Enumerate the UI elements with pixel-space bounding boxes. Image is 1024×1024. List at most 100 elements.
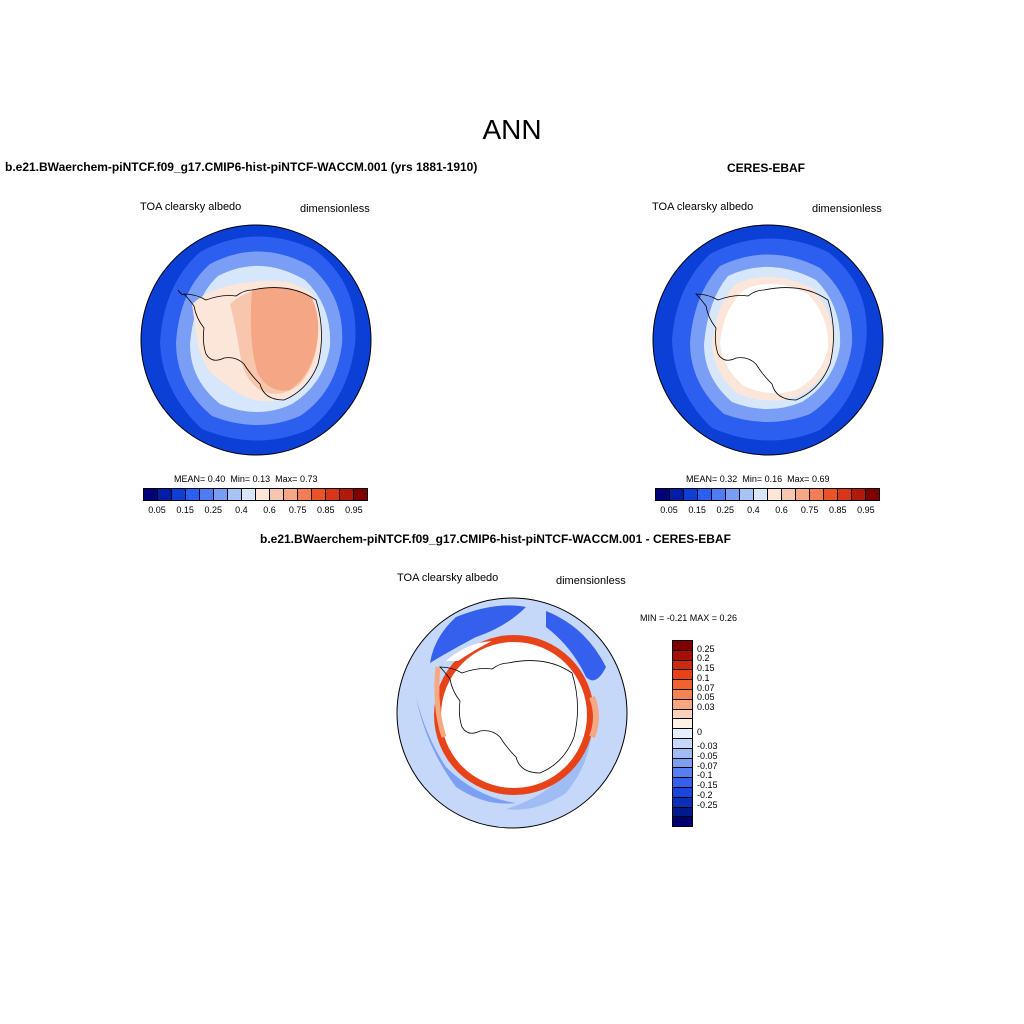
panel-2-mean: 0.32 xyxy=(719,474,738,484)
colorbar-swatch xyxy=(214,489,228,500)
panel-2-stats: MEAN= 0.32 Min= 0.16 Max= 0.69 xyxy=(686,474,829,484)
diff-colorbar-swatch xyxy=(673,768,692,779)
colorbar-swatch xyxy=(172,489,186,500)
colorbar-swatch xyxy=(712,489,726,500)
diff-colorbar-swatch xyxy=(673,660,692,671)
diff-colorbar-tick-label: 0.05 xyxy=(697,692,715,703)
panel-2-variable: TOA clearsky albedo xyxy=(652,201,754,213)
diff-colorbar-tick-label: -0.05 xyxy=(697,750,718,761)
panel-2-colorbar-swatches xyxy=(655,488,880,501)
colorbar-tick-label: 0.95 xyxy=(857,505,875,515)
panel-2-polar-map xyxy=(652,224,884,456)
colorbar-swatch xyxy=(670,489,684,500)
colorbar-swatch xyxy=(852,489,866,500)
colorbar-swatch xyxy=(186,489,200,500)
colorbar-tick-label: 0.85 xyxy=(829,505,847,515)
colorbar-swatch xyxy=(298,489,312,500)
colorbar-tick-label: 0.75 xyxy=(288,505,307,515)
diff-colorbar-tick-label: 0.25 xyxy=(697,643,715,654)
diff-colorbar-swatch xyxy=(673,709,692,720)
colorbar-tick-label: 0.25 xyxy=(204,505,223,515)
diff-colorbar-swatch xyxy=(673,699,692,710)
colorbar-swatch xyxy=(698,489,712,500)
diff-colorbar-swatch xyxy=(673,748,692,759)
diff-colorbar-tick-label: 0 xyxy=(697,726,703,737)
colorbar-swatch xyxy=(726,489,740,500)
panel-1-variable: TOA clearsky albedo xyxy=(140,201,242,213)
panel-1-mean-label: MEAN= xyxy=(174,474,206,484)
panel-1-mean: 0.40 xyxy=(207,474,226,484)
diff-panel-minmax: MIN = -0.21 MAX = 0.26 xyxy=(640,613,738,623)
colorbar-swatch xyxy=(228,489,242,500)
panel-2-max-label: Max= xyxy=(787,474,810,484)
colorbar-swatch xyxy=(782,489,796,500)
diff-colorbar-swatch xyxy=(673,719,692,730)
colorbar-tick-label: 0.15 xyxy=(688,505,706,515)
colorbar-swatch xyxy=(810,489,824,500)
panel-2-colorbar-labels: 0.05 0.15 0.25 0.4 0.6 0.75 0.85 0.95 xyxy=(655,505,880,517)
colorbar-swatch xyxy=(270,489,284,500)
figure-title: ANN xyxy=(482,114,542,145)
panel-1-units: dimensionless xyxy=(300,203,370,215)
panel-1-min: 0.13 xyxy=(252,474,271,484)
diff-panel-title: b.e21.BWaerchem-piNTCF.f09_g17.CMIP6-his… xyxy=(260,532,731,546)
colorbar-swatch xyxy=(838,489,852,500)
panel-1-stats: MEAN= 0.40 Min= 0.13 Max= 0.73 xyxy=(174,474,317,484)
colorbar-swatch xyxy=(144,489,158,500)
diff-colorbar-tick-label: 0.1 xyxy=(697,672,710,683)
diff-colorbar-swatch xyxy=(673,670,692,681)
diff-colorbar-swatch xyxy=(673,650,692,661)
diff-colorbar-tick-label: 0.15 xyxy=(697,663,715,674)
diff-colorbar-swatch xyxy=(673,680,692,690)
colorbar-swatch xyxy=(354,489,367,500)
diff-colorbar-swatch xyxy=(673,787,692,798)
diff-panel-units: dimensionless xyxy=(556,575,626,587)
panel-2-title: CERES-EBAF xyxy=(727,161,806,175)
diff-colorbar-tick-label: -0.1 xyxy=(697,770,713,781)
colorbar-tick-label: 0.6 xyxy=(263,505,276,515)
diff-colorbar-swatch xyxy=(673,778,692,788)
diff-colorbar-tick-label: -0.15 xyxy=(697,780,718,791)
colorbar-tick-label: 0.05 xyxy=(148,505,166,515)
colorbar-swatch xyxy=(796,489,810,500)
colorbar-swatch xyxy=(326,489,340,500)
colorbar-tick-label: 0.95 xyxy=(345,505,363,515)
diff-panel-variable: TOA clearsky albedo xyxy=(397,572,499,584)
colorbar-swatch xyxy=(768,489,782,500)
colorbar-swatch xyxy=(866,489,879,500)
diff-colorbar-tick-label: -0.25 xyxy=(697,799,718,810)
diff-colorbar-tick-label: 0.07 xyxy=(697,682,715,693)
colorbar-swatch xyxy=(158,489,172,500)
colorbar-tick-label: 0.15 xyxy=(176,505,194,515)
colorbar-swatch xyxy=(740,489,754,500)
diff-colorbar-swatch xyxy=(673,758,692,769)
diff-colorbar-tick-label: -0.03 xyxy=(697,741,718,752)
colorbar-swatch xyxy=(684,489,698,500)
panel-1-polar-map xyxy=(140,224,372,456)
panel-1-colorbar: 0.05 0.15 0.25 0.4 0.6 0.75 0.85 0.95 xyxy=(143,488,368,517)
diff-colorbar-tick-label: 0.03 xyxy=(697,702,715,713)
diff-polar-map xyxy=(396,597,628,829)
panel-1-min-label: Min= xyxy=(230,474,251,484)
diff-colorbar-tick-label: -0.07 xyxy=(697,760,718,771)
colorbar-tick-label: 0.05 xyxy=(660,505,678,515)
diff-colorbar-tick-label: -0.2 xyxy=(697,789,713,800)
panel-1-title: b.e21.BWaerchem-piNTCF.f09_g17.CMIP6-his… xyxy=(5,160,478,174)
panel-2-max: 0.69 xyxy=(811,474,830,484)
colorbar-swatch xyxy=(256,489,270,500)
colorbar-swatch xyxy=(284,489,298,500)
diff-colorbar-swatch xyxy=(673,797,692,808)
colorbar-tick-label: 0.4 xyxy=(747,505,760,515)
colorbar-swatch xyxy=(656,489,670,500)
colorbar-tick-label: 0.4 xyxy=(235,505,248,515)
diff-colorbar-swatch xyxy=(673,689,692,700)
panel-1-colorbar-swatches xyxy=(143,488,368,501)
diff-colorbar-swatch xyxy=(673,807,692,818)
colorbar-tick-label: 0.75 xyxy=(800,505,819,515)
colorbar-swatch xyxy=(754,489,768,500)
diff-colorbar-labels: 0.25 0.2 0.15 0.1 0.07 0.05 0.03 0 -0.03 -0.05 -0.… xyxy=(697,640,737,825)
diff-colorbar-swatch xyxy=(673,738,692,749)
diff-colorbar-swatch xyxy=(673,641,692,651)
diff-colorbar-swatch xyxy=(673,729,692,739)
diff-colorbar: 0.25 0.2 0.15 0.1 0.07 0.05 0.03 0 -0.03 -0.05 -0.… xyxy=(672,640,742,827)
